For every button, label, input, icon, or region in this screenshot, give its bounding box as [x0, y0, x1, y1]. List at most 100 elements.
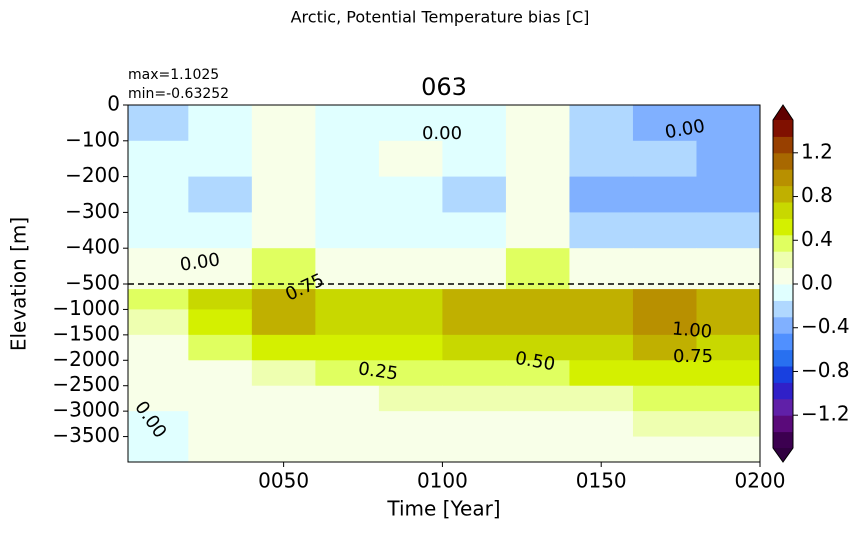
heat-cell — [378, 334, 443, 361]
heat-cell — [315, 411, 380, 438]
y-tick-label: −300 — [65, 199, 120, 223]
y-tick-label: −2000 — [52, 347, 120, 371]
colorbar-band — [773, 152, 793, 170]
colorbar-band — [773, 333, 793, 351]
heat-cell — [128, 411, 189, 438]
heat-cell — [569, 212, 634, 249]
heat-cell — [505, 334, 570, 361]
heat-cell — [632, 385, 697, 412]
y-axis-label: Elevation [m] — [7, 217, 31, 351]
contour-label: 1.00 — [671, 318, 713, 342]
colorbar-tick-label: 1.2 — [801, 139, 833, 163]
heat-cell — [378, 248, 443, 290]
heat-cell — [128, 248, 189, 290]
heat-cell — [632, 212, 697, 249]
heat-cell — [378, 212, 443, 249]
heat-cell — [442, 309, 507, 336]
x-tick-label: 0200 — [735, 469, 786, 493]
heat-cell — [442, 411, 507, 438]
heat-cell — [188, 105, 253, 142]
heat-cell — [505, 140, 570, 178]
heat-cell — [505, 385, 570, 412]
colorbar-band — [773, 316, 793, 334]
chart-subtitle: 063 — [421, 73, 467, 101]
heat-cell — [569, 385, 634, 412]
heat-cell — [632, 105, 697, 142]
heat-cell — [505, 105, 570, 142]
heat-cell — [188, 309, 253, 336]
heat-cell — [569, 411, 634, 438]
heat-cell — [632, 411, 697, 438]
heat-cell — [442, 248, 507, 290]
heat-cell — [696, 360, 761, 387]
heat-cell — [632, 334, 697, 361]
heat-cell — [378, 436, 443, 463]
colorbar-band — [773, 349, 793, 367]
colorbar-under — [773, 448, 793, 462]
heat-cell — [251, 309, 316, 336]
heat-cell — [315, 248, 380, 290]
heat-cell — [505, 309, 570, 336]
colorbar-tick-label: 0.8 — [801, 183, 833, 207]
heat-cell — [442, 176, 507, 213]
colorbar-tick-label: −0.8 — [801, 358, 850, 382]
heat-cell — [569, 176, 634, 213]
y-tick-label: −3500 — [52, 423, 120, 447]
y-tick-label: −100 — [65, 127, 120, 151]
colorbar-band — [773, 185, 793, 203]
heat-cell — [188, 248, 253, 290]
heat-cell — [188, 140, 253, 178]
heat-cell — [378, 360, 443, 387]
heat-cell — [188, 289, 253, 310]
heat-cell — [315, 436, 380, 463]
heat-cell — [251, 212, 316, 249]
heat-cell — [378, 309, 443, 336]
x-tick-label: 0100 — [417, 469, 468, 493]
x-tick-label: 0050 — [258, 469, 309, 493]
heat-cell — [569, 360, 634, 387]
heat-cell — [569, 105, 634, 142]
heat-cell — [696, 248, 761, 290]
heat-cell — [128, 140, 189, 178]
heat-cell — [696, 334, 761, 361]
heat-cell — [632, 360, 697, 387]
heat-cell — [251, 385, 316, 412]
max-annotation: max=1.1025 — [128, 67, 219, 83]
colorbar-band — [773, 251, 793, 269]
heat-cell — [505, 360, 570, 387]
heat-cell — [632, 176, 697, 213]
heat-cell — [128, 334, 189, 361]
heat-cell — [251, 411, 316, 438]
colorbar-tick-label: −0.4 — [801, 314, 850, 338]
y-tick-label: −400 — [65, 235, 120, 259]
heat-cell — [251, 289, 316, 310]
heat-cell — [315, 140, 380, 178]
heat-cell — [128, 105, 189, 142]
heat-cell — [128, 385, 189, 412]
y-tick-label: −1000 — [52, 296, 120, 320]
heat-cell — [315, 105, 380, 142]
heat-cell — [505, 176, 570, 213]
colorbar-band — [773, 234, 793, 252]
heat-cell — [696, 212, 761, 249]
heat-cell — [505, 212, 570, 249]
heat-cell — [378, 289, 443, 310]
colorbar-band — [773, 120, 793, 137]
heat-cell — [188, 334, 253, 361]
heat-cell — [128, 436, 189, 463]
x-tick-label: 0150 — [576, 469, 627, 493]
colorbar-band — [773, 136, 793, 154]
heat-cell — [315, 385, 380, 412]
heat-cell — [632, 309, 697, 336]
colorbar-over — [773, 105, 793, 120]
heat-cell — [505, 436, 570, 463]
heat-cell — [251, 334, 316, 361]
x-axis-label: Time [Year] — [386, 497, 500, 521]
contour-label: 0.00 — [422, 123, 462, 144]
heat-cell — [442, 289, 507, 310]
y-tick-label: −1500 — [52, 321, 120, 345]
chart-title: Arctic, Potential Temperature bias [C] — [291, 8, 590, 27]
colorbar-band — [773, 366, 793, 383]
heat-cell — [315, 334, 380, 361]
